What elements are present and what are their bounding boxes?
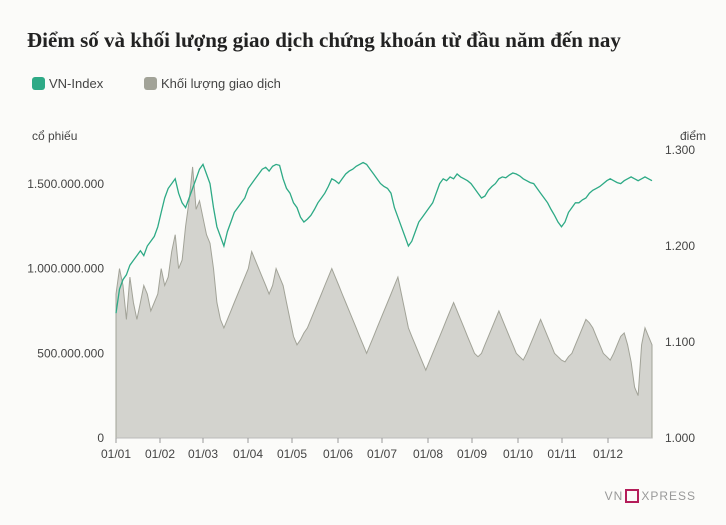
left-axis-tick-label: 500.000.000 [37,346,104,360]
x-axis-tick-label: 01/09 [457,447,487,461]
x-axis-tick-label: 01/10 [503,447,533,461]
x-axis-tick-label: 01/08 [413,447,443,461]
right-axis-unit: điểm [679,129,706,143]
x-axis-tick-label: 01/01 [101,447,131,461]
x-axis-tick-label: 01/03 [188,447,218,461]
left-axis-unit: cổ phiếu [32,129,78,143]
vnindex-line-series [115,161,653,314]
legend-label-volume: Khối lượng giao dịch [161,76,281,91]
left-axis-tick-label: 1.000.000.000 [27,262,104,276]
legend-item-volume: Khối lượng giao dịch [144,76,281,91]
legend-swatch-volume [144,77,157,90]
brand-logo-post: XPRESS [641,489,696,503]
x-axis-tick-label: 01/05 [277,447,307,461]
legend-swatch-vnindex [32,77,45,90]
x-axis-tick-label: 01/02 [145,447,175,461]
x-axis-tick-label: 01/12 [593,447,623,461]
left-axis-tick-label: 0 [97,431,104,445]
x-axis-tick-label: 01/07 [367,447,397,461]
left-axis-tick-label: 1.500.000.000 [27,177,104,191]
right-axis-tick-label: 1.300 [665,143,695,157]
brand-logo-pre: VN [604,489,624,503]
brand-logo-mark [625,489,640,503]
legend-item-vnindex: VN-Index [32,76,103,91]
right-axis-tick-label: 1.000 [665,431,695,445]
right-axis-tick-label: 1.100 [665,335,695,349]
chart-title: Điểm số và khối lượng giao dịch chứng kh… [27,28,621,52]
x-axis-tick-label: 01/04 [233,447,263,461]
legend-label-vnindex: VN-Index [49,76,104,91]
brand-logo: VN XPRESS [605,489,696,503]
x-axis-tick-label: 01/11 [547,447,576,461]
right-axis-tick-label: 1.200 [665,239,695,253]
volume-area-series [115,166,653,439]
x-axis-tick-label: 01/06 [323,447,353,461]
